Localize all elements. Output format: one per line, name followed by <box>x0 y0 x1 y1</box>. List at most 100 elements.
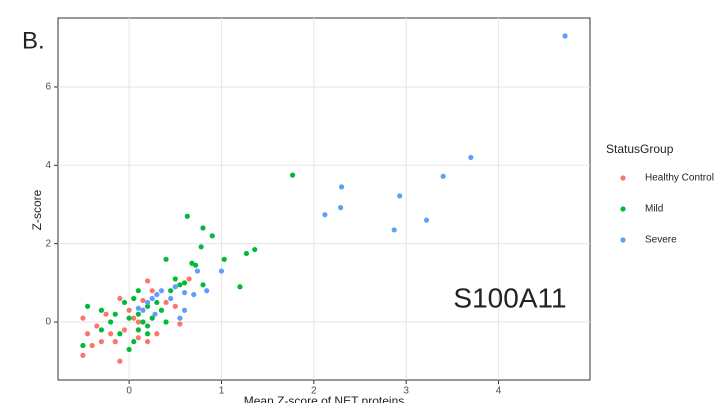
point <box>152 311 158 317</box>
point <box>237 284 243 290</box>
point <box>423 217 430 223</box>
point <box>135 319 141 325</box>
point <box>209 233 215 239</box>
point <box>80 315 86 321</box>
legend-label: Severe <box>645 235 677 246</box>
point <box>144 331 151 337</box>
legend-swatch <box>620 206 626 212</box>
point <box>117 295 123 302</box>
point <box>131 315 137 321</box>
x-tick-label: 0 <box>126 386 132 397</box>
point <box>172 303 178 309</box>
point <box>177 321 183 327</box>
point <box>112 339 118 345</box>
point <box>94 323 100 329</box>
point <box>112 311 118 317</box>
point <box>80 352 86 358</box>
point <box>243 250 250 257</box>
point <box>144 323 151 329</box>
point <box>181 280 188 286</box>
point <box>89 342 95 349</box>
point <box>140 297 146 304</box>
point <box>191 291 197 298</box>
point <box>131 339 137 345</box>
point <box>168 288 174 294</box>
point <box>84 331 91 337</box>
point <box>193 262 199 268</box>
point <box>121 327 128 333</box>
point <box>98 327 105 333</box>
point <box>204 288 210 294</box>
point <box>177 282 183 288</box>
x-tick-label: 3 <box>403 386 409 397</box>
point <box>135 335 141 341</box>
legend-label: Mild <box>645 204 663 215</box>
point <box>181 307 188 313</box>
point <box>144 299 151 306</box>
point <box>338 205 344 211</box>
point <box>140 319 146 325</box>
y-tick-label: 6 <box>45 82 51 93</box>
point <box>135 288 141 294</box>
point <box>218 268 225 274</box>
point <box>154 331 160 337</box>
point <box>103 311 109 317</box>
point <box>80 342 86 349</box>
point <box>121 299 128 306</box>
point <box>117 358 123 364</box>
point <box>108 331 114 337</box>
x-tick-label: 4 <box>496 386 502 397</box>
point <box>135 311 141 317</box>
point <box>163 256 169 262</box>
point <box>200 225 206 231</box>
point <box>158 288 165 294</box>
point <box>126 346 132 353</box>
point <box>440 173 446 179</box>
point <box>158 307 165 313</box>
point <box>168 295 174 302</box>
point <box>135 305 141 311</box>
point <box>163 299 169 306</box>
y-axis-label: Z-score <box>30 189 44 230</box>
legend-label: Healthy Control <box>645 173 714 184</box>
annotation: S100A11 <box>453 282 566 313</box>
x-tick-label: 1 <box>219 386 225 397</box>
point <box>108 319 114 325</box>
point <box>252 246 258 253</box>
point <box>200 282 206 288</box>
y-tick-label: 0 <box>45 317 51 328</box>
point <box>322 212 328 218</box>
point <box>397 193 403 199</box>
legend-swatch <box>620 237 626 243</box>
legend-swatch <box>620 175 626 181</box>
point <box>135 327 141 333</box>
point <box>98 307 105 313</box>
point <box>163 319 169 325</box>
point <box>562 33 568 39</box>
page-label: B. <box>22 27 45 54</box>
plot-panel <box>57 17 591 381</box>
point <box>131 295 137 302</box>
point <box>468 154 474 161</box>
point <box>117 331 123 337</box>
point <box>154 299 160 306</box>
point <box>221 256 227 262</box>
point <box>194 268 201 274</box>
point <box>177 315 183 321</box>
y-tick-label: 4 <box>45 160 51 171</box>
x-axis-label: Mean Z-score of NET proteins <box>244 394 405 403</box>
point <box>198 244 204 250</box>
point <box>144 278 151 284</box>
point <box>84 303 91 309</box>
point <box>140 307 146 313</box>
point <box>126 315 132 321</box>
point <box>149 288 155 294</box>
point <box>172 276 178 282</box>
point <box>98 339 105 345</box>
point <box>181 290 188 296</box>
point <box>126 307 132 313</box>
point <box>154 291 160 298</box>
point <box>144 339 151 345</box>
x-tick-label: 2 <box>311 386 317 397</box>
